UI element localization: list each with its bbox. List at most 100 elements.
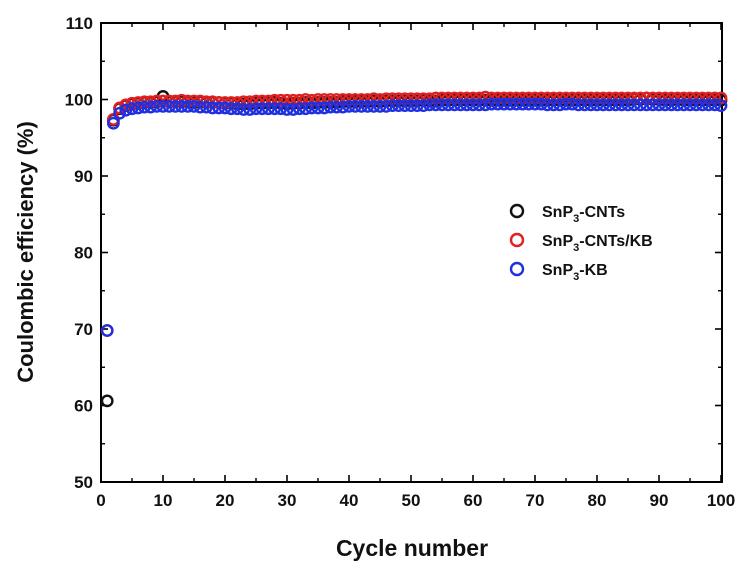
data-point [230,102,244,116]
data-point [441,98,455,112]
data-point [472,98,486,112]
data-point [193,100,207,114]
data-point [658,91,672,105]
data-point [361,99,374,113]
series-2 [100,90,728,337]
data-point [311,101,325,115]
data-point [379,99,393,113]
data-point [640,91,653,105]
data-point [243,103,257,116]
data-point [367,99,381,113]
data-point [212,101,226,115]
x-tick-label: 60 [464,491,483,510]
data-point [255,94,269,108]
data-point [460,91,474,105]
data-point [522,97,536,111]
data-point [113,106,127,120]
legend-marker [509,203,525,219]
data-point [379,92,393,106]
legend: SnP3-CNTs SnP3-CNTs/KB SnP3-KB [509,203,653,283]
data-point [385,99,399,113]
data-point [565,97,579,111]
data-point [125,102,139,116]
data-point [689,91,703,105]
data-point [677,98,691,112]
data-point [596,91,610,105]
data-point [274,102,288,116]
data-point [627,98,641,112]
data-point [671,98,684,112]
data-point [323,100,337,114]
legend-label: SnP3-KB [542,262,608,283]
data-series [100,90,728,408]
data-point [609,91,622,105]
data-point [615,98,629,112]
data-point [609,98,622,112]
data-point [373,99,387,113]
data-point [491,97,505,111]
data-point [361,93,374,106]
data-point [528,97,542,111]
data-point [237,103,251,116]
x-tick-label: 0 [96,491,105,510]
y-tick-label: 70 [74,320,93,339]
data-point [478,90,492,104]
data-point [423,98,436,112]
data-point [578,91,591,105]
data-point [497,97,511,111]
data-point [144,100,158,114]
data-point [553,98,567,112]
data-point [472,91,486,105]
data-point [702,98,715,112]
x-tick-label: 90 [650,491,669,510]
data-point [429,98,443,112]
data-point [689,98,703,112]
data-point [119,103,133,117]
data-point [615,91,629,105]
data-point [317,101,331,115]
data-point [354,99,368,113]
data-point [317,93,331,106]
data-point [299,93,312,106]
data-point [603,98,616,112]
data-point [292,102,306,116]
data-point [237,95,251,109]
data-point [596,98,610,112]
y-tick-label: 110 [66,14,93,33]
data-point [150,99,164,113]
y-tick-label: 50 [74,473,93,492]
data-point [559,97,573,111]
data-point [460,98,474,112]
x-tick-label: 30 [278,491,297,510]
data-point [224,102,238,116]
data-point [107,116,120,130]
y-axis: 50 60 70 80 90 100 110 [65,14,722,492]
data-point [435,98,449,112]
data-point [516,97,529,111]
data-point [702,91,715,105]
data-point [590,91,604,105]
data-point [261,102,275,116]
data-point [373,93,387,106]
data-point [100,394,114,408]
data-point [652,91,666,105]
data-point [466,91,480,105]
data-point [447,91,461,105]
data-point [354,93,368,106]
data-point [305,101,319,115]
data-point [206,101,220,115]
data-point [696,91,709,105]
data-point [292,93,306,107]
x-tick-label: 20 [216,491,235,510]
data-point [342,99,356,113]
data-point [404,99,418,113]
data-point [547,98,560,112]
data-point [416,99,430,113]
data-point [665,98,678,112]
data-point [299,102,312,116]
data-point [696,98,709,112]
data-point [671,91,684,105]
data-point [572,98,585,112]
data-point [249,102,263,116]
y-tick-label: 60 [74,397,93,416]
